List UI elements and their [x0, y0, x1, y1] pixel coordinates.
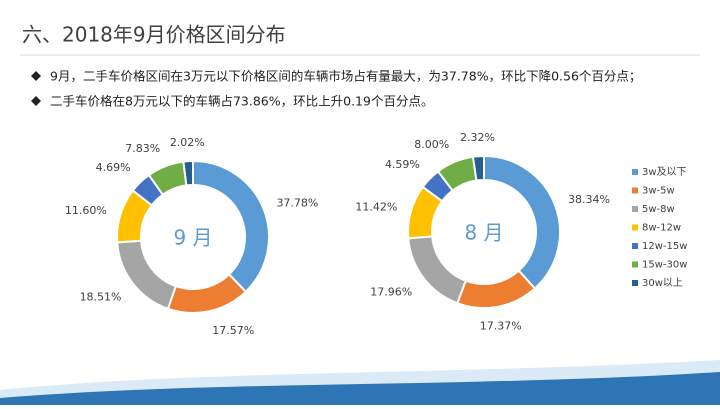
data-label: 8.00% — [414, 138, 449, 151]
legend-label: 5w-8w — [642, 204, 675, 215]
data-label: 11.60% — [65, 204, 107, 217]
donut-segment — [471, 154, 485, 182]
legend-label: 3w-5w — [642, 186, 675, 197]
slide-title: 六、2018年9月价格区间分布 — [22, 23, 286, 47]
data-label: 2.02% — [170, 136, 205, 149]
bullet-text: 9月，二手车价格区间在3万元以下价格区间的车辆市场占有量最大，为37.78%，环… — [50, 69, 641, 84]
legend-label: 15w-30w — [642, 260, 687, 271]
bullet-icon — [31, 71, 41, 81]
legend-swatch — [632, 261, 638, 268]
charts: 37.78% 17.57% 18.51% 11.60% 4.69% 7.83% 2.02% 9… — [65, 131, 688, 337]
data-label: 17.57% — [212, 324, 254, 337]
data-label: 18.51% — [80, 291, 122, 304]
legend-swatch — [632, 169, 638, 175]
data-label: 37.78% — [276, 196, 318, 209]
donut-segment — [483, 154, 561, 290]
legend-label: 12w-15w — [642, 241, 687, 252]
center-label: 8 月 — [464, 221, 503, 245]
data-label: 17.96% — [370, 285, 412, 298]
data-label: 38.34% — [568, 193, 610, 206]
data-label: 2.32% — [460, 131, 495, 144]
data-label: 7.83% — [125, 142, 160, 155]
legend-label: 3w及以下 — [642, 166, 687, 178]
data-label: 11.42% — [355, 201, 397, 214]
bullet-icon — [31, 96, 41, 106]
data-label: 17.37% — [480, 319, 522, 332]
legend-swatch — [632, 224, 638, 231]
donut-segment — [182, 159, 194, 187]
legend-swatch — [632, 206, 638, 212]
center-label: 9 月 — [173, 226, 212, 250]
legend-swatch — [632, 187, 638, 194]
bullet-text: 二手车价格在8万元以下的车辆占73.86%，环比上升0.19个百分点。 — [50, 94, 433, 109]
legend-swatch — [632, 243, 638, 249]
legend-label: 8w-12w — [642, 223, 681, 234]
legend-swatch — [632, 280, 638, 286]
data-label: 4.69% — [96, 161, 131, 174]
footer-wave — [0, 372, 720, 405]
legend-label: 30w以上 — [642, 277, 683, 289]
data-label: 4.59% — [385, 158, 420, 171]
